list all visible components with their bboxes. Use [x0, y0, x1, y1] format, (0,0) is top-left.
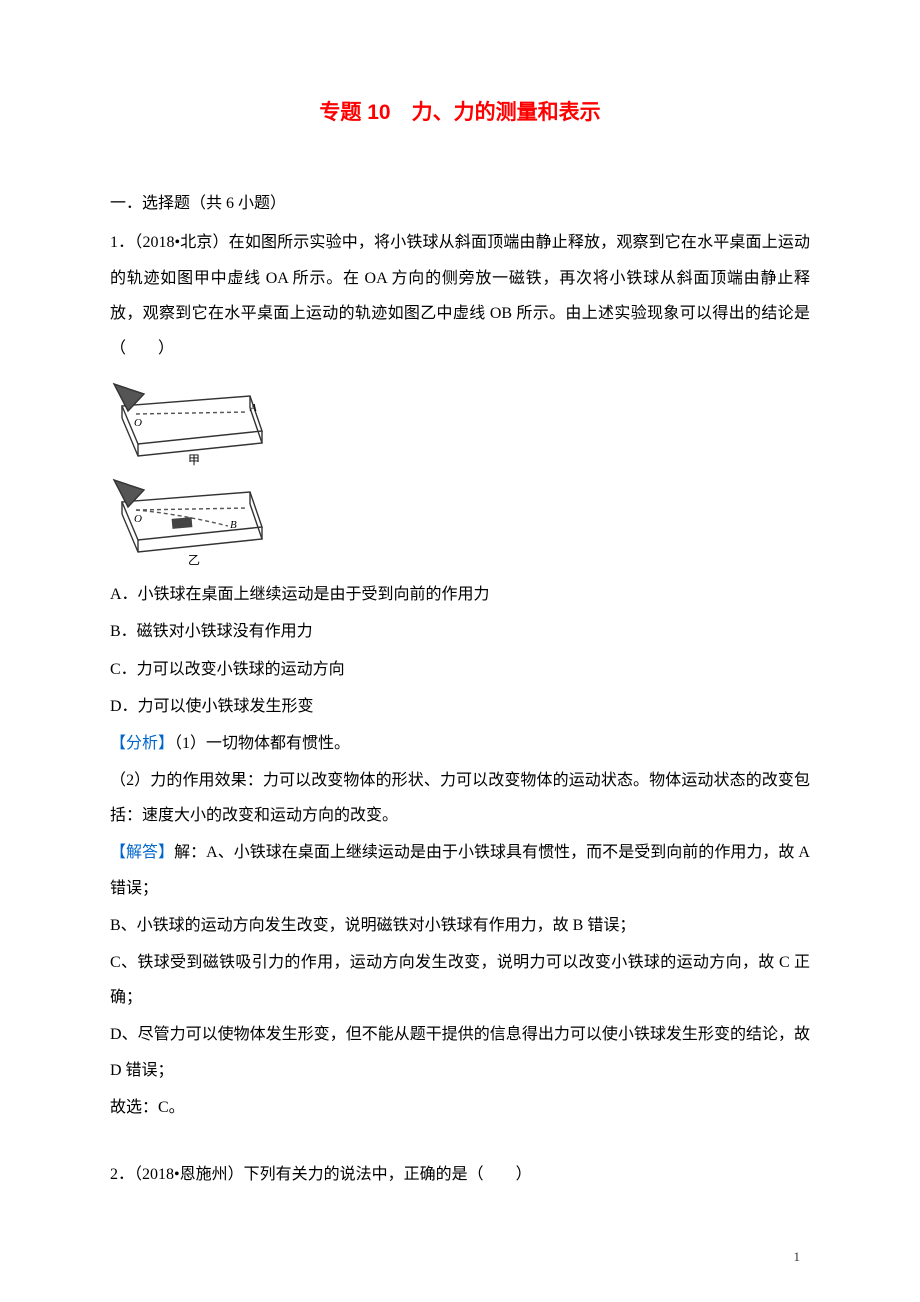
diagram-container: O A 甲 O B 乙: [110, 376, 810, 567]
q1-option-b: B．磁铁对小铁球没有作用力: [110, 614, 810, 649]
svg-text:O: O: [134, 513, 142, 525]
svg-text:A: A: [249, 402, 257, 414]
svg-text:O: O: [134, 417, 142, 429]
page-number: 1: [794, 1243, 801, 1272]
analysis-label: 【分析】: [110, 735, 174, 752]
svg-text:B: B: [230, 519, 237, 531]
analysis-body-1: （1）一切物体都有惯性。: [174, 735, 350, 752]
q2-stem: 2．（2018•恩施州）下列有关力的说法中，正确的是（ ）: [110, 1157, 810, 1192]
q1-option-a: A．小铁球在桌面上继续运动是由于受到向前的作用力: [110, 577, 810, 612]
solve-body-c: C、铁球受到磁铁吸引力的作用，运动方向发生改变，说明力可以改变小铁球的运动方向，…: [110, 945, 810, 1015]
analysis-body-2: （2）力的作用效果：力可以改变物体的形状、力可以改变物体的运动状态。物体运动状态…: [110, 763, 810, 833]
svg-text:乙: 乙: [188, 553, 200, 567]
q1-solve-a: 【解答】解：A、小铁球在桌面上继续运动是由于小铁球具有惯性，而不是受到向前的作用…: [110, 835, 810, 905]
q1-stem: 1．（2018•北京）在如图所示实验中，将小铁球从斜面顶端由静止释放，观察到它在…: [110, 225, 810, 366]
q1-analysis: 【分析】（1）一切物体都有惯性。: [110, 726, 810, 761]
solve-body-d: D、尽管力可以使物体发生形变，但不能从题干提供的信息得出力可以使小铁球发生形变的…: [110, 1017, 810, 1087]
q1-option-d: D．力可以使小铁球发生形变: [110, 689, 810, 724]
solve-body-a: 解：A、小铁球在桌面上继续运动是由于小铁球具有惯性，而不是受到向前的作用力，故 …: [110, 844, 810, 896]
diagram-yi: O B 乙: [110, 472, 270, 567]
q1-option-c: C．力可以改变小铁球的运动方向: [110, 652, 810, 687]
section-header: 一．选择题（共 6 小题）: [110, 186, 810, 221]
spacer: [110, 1127, 810, 1157]
solve-conclusion: 故选：C。: [110, 1090, 810, 1125]
solve-body-b: B、小铁球的运动方向发生改变，说明磁铁对小铁球有作用力，故 B 错误；: [110, 908, 810, 943]
solve-label: 【解答】: [110, 844, 174, 861]
svg-text:甲: 甲: [188, 453, 200, 466]
diagram-jia: O A 甲: [110, 376, 270, 466]
page-title: 专题 10 力、力的测量和表示: [110, 90, 810, 136]
